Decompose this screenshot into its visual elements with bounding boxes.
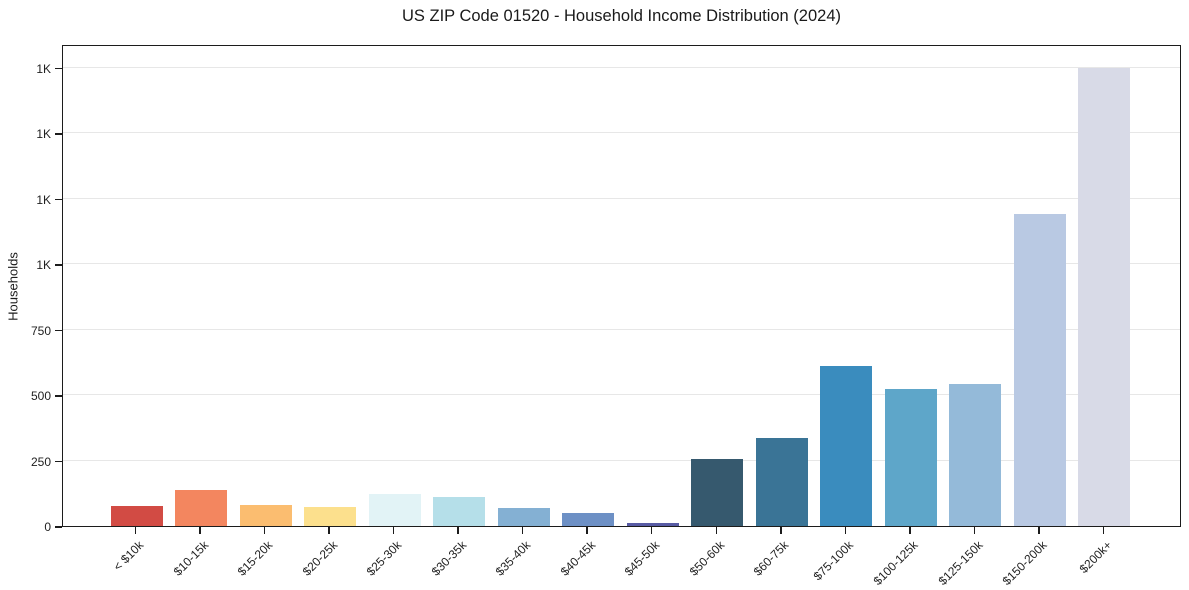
x-tick-label-text: < $10k (110, 538, 147, 574)
x-tick-mark (973, 527, 976, 534)
bar (304, 506, 357, 526)
bar (433, 496, 486, 526)
x-tick-label-text: $35-40k (493, 538, 534, 579)
x-tick-mark (1038, 527, 1040, 534)
bar (691, 459, 744, 526)
x-tick-mark (199, 527, 201, 534)
x-tick-mark (780, 527, 782, 534)
y-tick-label: 1K (36, 127, 51, 142)
bar (949, 384, 1002, 526)
x-tick-label-text: $60-75k (751, 538, 792, 579)
gridline (63, 328, 1180, 330)
x-tick-label-text: $125-150k (935, 538, 986, 589)
x-tick-mark (715, 527, 718, 534)
x-tick-mark (521, 527, 524, 534)
x-tick-label-text: $50-60k (686, 538, 728, 579)
x-tick-mark (457, 527, 459, 534)
y-tick-label: 1K (36, 258, 51, 273)
y-tick-mark (55, 67, 62, 70)
x-tick-mark (586, 527, 588, 534)
y-tick-mark (55, 329, 62, 332)
bar (820, 365, 873, 526)
x-tick-label-text: $40-45k (557, 538, 599, 579)
bar (1013, 214, 1066, 526)
y-tick-label: 1K (36, 192, 51, 207)
x-tick-mark (1102, 527, 1105, 534)
bar (562, 512, 615, 526)
x-tick-label-text: $150-200k (999, 538, 1050, 589)
bar (626, 522, 679, 526)
x-tick-mark (844, 527, 847, 534)
x-tick-label-text: $100-125k (870, 538, 921, 589)
y-tick-mark (55, 460, 62, 463)
bar (755, 437, 808, 526)
y-tick-label: 1K (36, 61, 51, 76)
x-tick-mark (263, 527, 266, 534)
bar (884, 388, 937, 526)
bar (1078, 68, 1131, 526)
gridline (63, 394, 1180, 396)
chart-title: US ZIP Code 01520 - Household Income Dis… (401, 7, 841, 25)
gridline (63, 459, 1180, 461)
gridline (63, 197, 1180, 199)
x-tick-label-text: $15-20k (234, 538, 276, 579)
y-tick-label: 0 (44, 520, 51, 534)
x-tick-label-text: $200k+ (1076, 538, 1115, 576)
x-tick-mark (328, 527, 330, 534)
x-tick-label-text: $75-100k (810, 538, 857, 584)
bar (175, 490, 228, 526)
y-tick-mark (55, 395, 62, 397)
x-tick-mark (650, 527, 653, 534)
y-tick-label: 750 (30, 323, 51, 338)
bar (368, 493, 421, 526)
x-tick-mark (134, 527, 137, 534)
x-tick-mark (909, 527, 911, 534)
plot-area (62, 45, 1181, 527)
y-tick-label: 250 (30, 454, 51, 469)
y-tick-mark (55, 133, 62, 135)
y-tick-label: 500 (30, 389, 51, 404)
bar (239, 505, 292, 526)
gridline (63, 66, 1180, 68)
y-tick-mark (55, 264, 62, 266)
gridline (63, 132, 1180, 134)
x-tick-mark (392, 527, 395, 534)
x-tick-label-text: $30-35k (428, 538, 470, 579)
y-tick-mark (55, 198, 62, 201)
x-tick-label-text: $25-30k (363, 538, 405, 579)
x-tick-label-text: $20-25k (299, 538, 340, 579)
bar (497, 507, 550, 526)
bar (110, 506, 163, 526)
gridline (63, 263, 1180, 265)
x-tick-label-text: $10-15k (170, 538, 211, 579)
x-tick-label-text: $45-50k (622, 538, 663, 579)
y-tick-mark (55, 526, 62, 528)
